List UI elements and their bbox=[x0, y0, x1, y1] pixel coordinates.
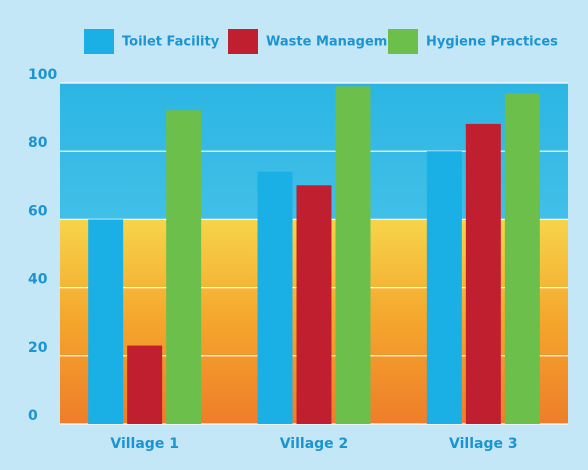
legend-label: Toilet Facility bbox=[122, 35, 220, 50]
bar bbox=[166, 110, 202, 424]
y-tick-label: 100 bbox=[28, 67, 57, 83]
y-tick-label: 20 bbox=[28, 340, 48, 356]
bar bbox=[335, 86, 371, 424]
y-tick-label: 60 bbox=[28, 203, 48, 219]
legend-swatch bbox=[388, 29, 418, 54]
bar bbox=[504, 93, 540, 424]
y-tick-label: 40 bbox=[28, 272, 48, 288]
x-tick-label: Village 1 bbox=[110, 436, 179, 452]
x-tick-label: Village 3 bbox=[449, 436, 518, 452]
x-tick-label: Village 2 bbox=[280, 436, 349, 452]
legend-label: Waste Management bbox=[266, 35, 412, 50]
legend-swatch bbox=[228, 29, 258, 54]
bar bbox=[426, 151, 462, 424]
bar bbox=[88, 219, 124, 424]
legend-swatch bbox=[84, 29, 114, 54]
bar bbox=[465, 123, 501, 425]
bar bbox=[296, 185, 332, 424]
bar bbox=[127, 345, 163, 424]
legend-label: Hygiene Practices bbox=[426, 35, 558, 50]
y-tick-label: 80 bbox=[28, 135, 48, 151]
y-tick-label: 0 bbox=[28, 408, 38, 424]
bar bbox=[257, 171, 293, 424]
